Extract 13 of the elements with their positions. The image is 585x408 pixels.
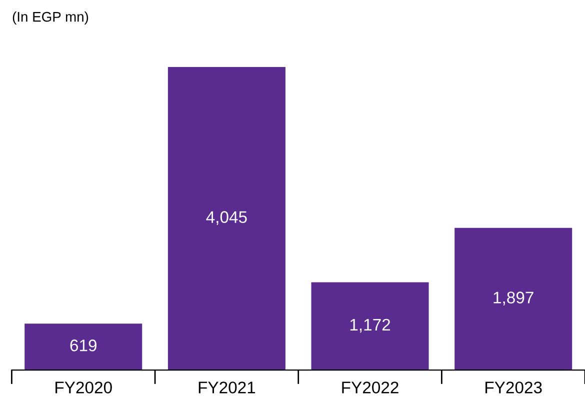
bar	[24, 324, 142, 370]
bar	[311, 282, 429, 370]
chart-subtitle: (In EGP mn)	[12, 12, 88, 24]
x-tick-label: FY2020	[56, 382, 112, 394]
data-label: 619	[70, 340, 96, 352]
data-label: 4,045	[206, 211, 247, 225]
bar	[168, 66, 286, 370]
x-tick-label: FY2022	[342, 382, 398, 394]
x-tick-label: FY2021	[198, 382, 256, 394]
bar	[454, 228, 572, 370]
data-label: 1,172	[350, 318, 390, 333]
x-tick-label: FY2023	[486, 382, 542, 394]
data-label: 1,897	[494, 292, 534, 306]
